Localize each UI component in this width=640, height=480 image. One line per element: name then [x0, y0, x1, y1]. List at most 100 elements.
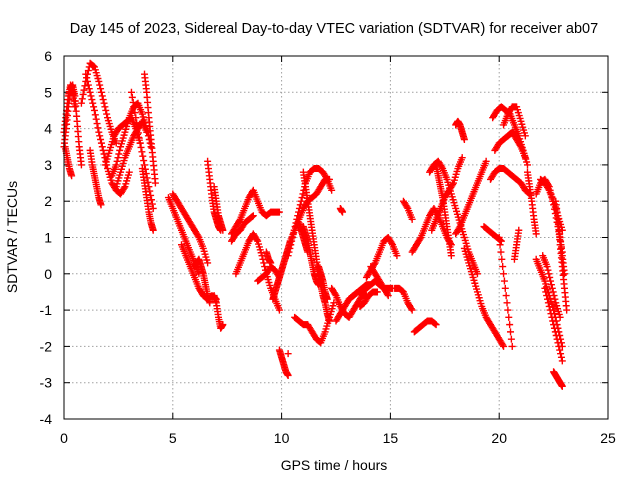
data-point [500, 342, 508, 350]
data-point [285, 248, 293, 256]
data-point [147, 196, 155, 204]
data-point [497, 237, 505, 245]
data-point [502, 292, 510, 300]
data-point [94, 124, 102, 132]
data-point [550, 321, 558, 329]
data-point [546, 273, 554, 281]
data-point [68, 172, 76, 180]
data-point [403, 203, 411, 211]
data-point [114, 154, 122, 162]
data-point [555, 342, 563, 350]
data-point [558, 226, 566, 234]
data-point [515, 226, 523, 234]
data-point [556, 346, 564, 354]
data-point [548, 313, 556, 321]
data-point [219, 321, 227, 329]
data-point [147, 191, 155, 199]
data-point [504, 306, 512, 314]
x-tick-label: 20 [491, 430, 507, 446]
data-point [532, 230, 540, 238]
series-s55 [500, 103, 529, 140]
data-point [88, 96, 96, 104]
data-point [328, 186, 336, 194]
data-point [549, 288, 557, 296]
data-point [284, 350, 292, 358]
data-point [284, 252, 292, 260]
data-point [275, 306, 283, 314]
data-point [556, 313, 564, 321]
data-point [553, 335, 561, 343]
data-point [551, 295, 559, 303]
data-point [81, 82, 89, 90]
data-point [137, 143, 145, 151]
data-point [551, 328, 559, 336]
y-tick-label: 2 [44, 193, 52, 209]
x-tick-label: 10 [274, 430, 290, 446]
series-s33 [299, 223, 325, 289]
series-s52 [480, 223, 505, 245]
x-tick-label: 5 [169, 430, 177, 446]
data-point [102, 106, 110, 114]
data-point [112, 161, 120, 169]
series-s18 [210, 183, 227, 234]
series-s10 [127, 88, 157, 212]
data-point [128, 93, 136, 101]
y-axis-label: SDTVAR / TECUs [4, 181, 20, 293]
data-point [298, 194, 306, 202]
series-s50 [452, 157, 490, 238]
data-point [521, 132, 529, 140]
data-point [99, 96, 107, 104]
data-point [545, 270, 553, 278]
data-point [544, 185, 552, 193]
data-point [97, 88, 105, 96]
series-s39 [362, 234, 401, 281]
data-point [482, 157, 490, 165]
series-s44 [410, 317, 440, 336]
data-point [388, 239, 396, 247]
data-point [431, 320, 439, 328]
data-point [98, 143, 106, 151]
data-point [144, 178, 152, 186]
series-s17 [204, 157, 225, 234]
data-point [286, 244, 294, 252]
data-point [497, 248, 505, 256]
data-point [547, 281, 555, 289]
series-s42 [391, 284, 416, 314]
data-point [96, 81, 104, 89]
chart-title: Day 145 of 2023, Sidereal Day-to-day VTE… [70, 21, 598, 37]
data-point [248, 212, 256, 220]
data-point [84, 81, 92, 89]
data-point [253, 236, 261, 244]
data-point [507, 328, 515, 336]
data-point [449, 181, 457, 189]
series-s60 [523, 168, 540, 238]
x-tick-label: 15 [383, 430, 399, 446]
data-point [500, 277, 508, 285]
data-point [416, 235, 424, 243]
data-point [543, 292, 551, 300]
y-tick-label: 1 [44, 230, 52, 246]
series-s19 [210, 292, 227, 332]
data-point [77, 161, 85, 169]
y-tick-label: 3 [44, 157, 52, 173]
data-point [447, 252, 455, 260]
data-point [204, 259, 212, 267]
data-point [503, 299, 511, 307]
data-point [100, 150, 108, 158]
series-s58 [495, 234, 516, 350]
data-point [557, 353, 565, 361]
series-s57 [491, 128, 529, 162]
data-point [136, 139, 144, 147]
data-point [79, 90, 87, 98]
gridlines [64, 56, 608, 419]
series-s11 [141, 70, 159, 187]
series-s12 [138, 165, 157, 234]
data-point [143, 128, 151, 136]
series-s21 [228, 212, 257, 245]
plot-frame [63, 55, 609, 420]
data-point [219, 226, 227, 234]
data-point [138, 148, 146, 156]
series-s49 [452, 117, 468, 143]
data-point [545, 302, 553, 310]
